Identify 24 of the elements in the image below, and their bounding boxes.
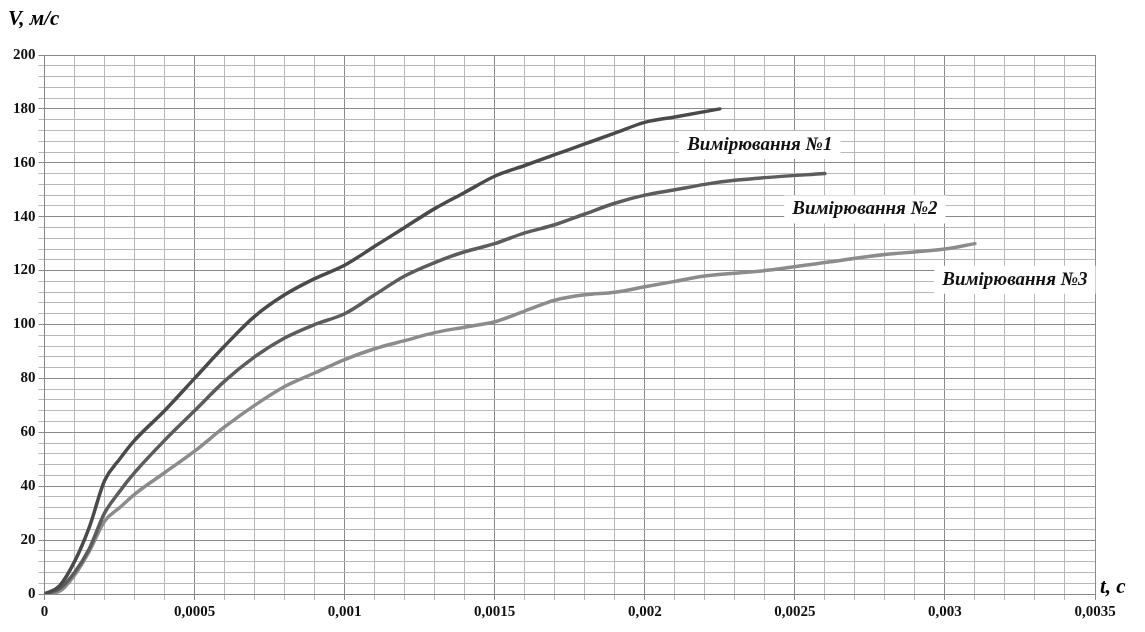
y-tick-label: 80 [20, 369, 36, 386]
y-tick-label: 0 [28, 584, 36, 601]
x-tick-label: 0,0035 [1074, 602, 1116, 619]
y-tick-label: 20 [20, 530, 36, 547]
x-tick-label: 0 [40, 602, 49, 619]
x-tick-label: 0,0005 [173, 602, 216, 619]
x-tick-label: 0,0025 [774, 602, 816, 619]
y-tick-label: 160 [13, 153, 36, 170]
x-tick-label: 0,003 [928, 602, 962, 619]
series-label: Вимірювання №2 [791, 197, 939, 219]
y-tick-label: 200 [13, 45, 36, 62]
x-tick-label: 0,001 [327, 602, 362, 619]
y-axis-title: V, м/с [8, 6, 60, 31]
series-label: Вимірювання №1 [686, 132, 833, 154]
x-tick-label: 0,002 [627, 602, 662, 619]
y-tick-label: 40 [20, 477, 36, 494]
y-tick-label: 120 [13, 261, 36, 278]
series-label: Вимірювання №3 [941, 267, 1088, 289]
x-tick-label: 0,0015 [474, 602, 516, 619]
y-tick-label: 100 [13, 315, 36, 332]
x-axis-title: t, с [1100, 574, 1126, 599]
y-tick-label: 60 [20, 423, 36, 440]
y-tick-label: 140 [13, 207, 36, 224]
y-tick-label: 180 [13, 99, 36, 116]
